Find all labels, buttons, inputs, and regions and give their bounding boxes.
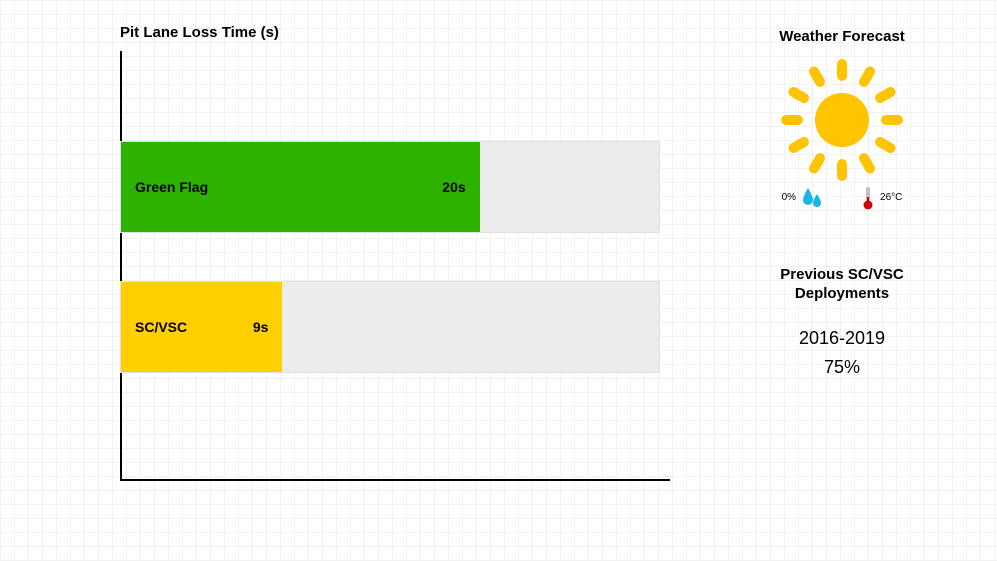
weather-stats: 0% 26°C bbox=[782, 185, 903, 211]
sun-ray-icon bbox=[857, 151, 877, 175]
thermometer-icon bbox=[862, 185, 874, 211]
chart-panel: Pit Lane Loss Time (s) Green Flag 20s SC/V… bbox=[30, 24, 717, 537]
sun-ray-icon bbox=[781, 115, 803, 125]
sun-ray-icon bbox=[873, 85, 897, 105]
sun-ray-icon bbox=[857, 64, 877, 88]
raindrop-icon bbox=[802, 186, 822, 210]
temp-label: 26°C bbox=[880, 192, 902, 203]
sun-ray-icon bbox=[787, 135, 811, 155]
deployments-title: Previous SC/VSC Deployments bbox=[780, 266, 903, 304]
chart-area: Green Flag 20s SC/VSC 9s bbox=[120, 51, 670, 481]
sun-ray-icon bbox=[873, 135, 897, 155]
deployments-range: 2016-2019 bbox=[799, 328, 885, 349]
sun-ray-icon bbox=[807, 64, 827, 88]
deployments-pct: 75% bbox=[824, 357, 860, 378]
bar-track: SC/VSC 9s bbox=[120, 281, 660, 373]
deployments-title-line1: Previous SC/VSC bbox=[780, 266, 903, 283]
bar-label: Green Flag bbox=[135, 179, 208, 195]
chart-title: Pit Lane Loss Time (s) bbox=[120, 24, 687, 41]
sun-core-icon bbox=[815, 93, 869, 147]
sun-ray-icon bbox=[807, 151, 827, 175]
bar-fill: Green Flag 20s bbox=[121, 142, 480, 232]
temp-stat: 26°C bbox=[862, 185, 902, 211]
sun-icon bbox=[777, 55, 907, 185]
sun-ray-icon bbox=[787, 85, 811, 105]
side-panel: Weather Forecast 0% 26°C bbox=[717, 24, 967, 537]
bar-label: SC/VSC bbox=[135, 319, 187, 335]
page-root: Pit Lane Loss Time (s) Green Flag 20s SC/V… bbox=[0, 0, 997, 561]
sun-ray-icon bbox=[837, 159, 847, 181]
rain-stat: 0% bbox=[782, 186, 822, 210]
sun-ray-icon bbox=[837, 59, 847, 81]
bar-value: 9s bbox=[253, 319, 269, 335]
sun-ray-icon bbox=[881, 115, 903, 125]
bar-value: 20s bbox=[442, 179, 465, 195]
weather-title: Weather Forecast bbox=[779, 28, 905, 47]
deployments-title-line2: Deployments bbox=[795, 285, 889, 302]
rain-pct-label: 0% bbox=[782, 192, 796, 203]
bar-fill: SC/VSC 9s bbox=[121, 282, 282, 372]
bar-track: Green Flag 20s bbox=[120, 141, 660, 233]
